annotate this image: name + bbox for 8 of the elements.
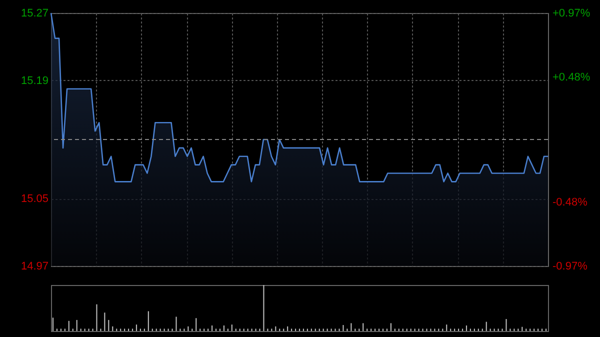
- y-tick-label: 15.27: [20, 8, 48, 20]
- y-tick-label: 15.05: [20, 193, 48, 206]
- y-tick-label: 14.97: [20, 260, 48, 272]
- y2-tick-label: -0.48%: [552, 196, 588, 209]
- y-tick-label: 15.19: [20, 74, 48, 87]
- y2-tick-label: +0.48%: [552, 71, 590, 84]
- y2-tick-label: -0.97%: [552, 260, 588, 272]
- y2-tick-label: +0.97%: [552, 8, 590, 20]
